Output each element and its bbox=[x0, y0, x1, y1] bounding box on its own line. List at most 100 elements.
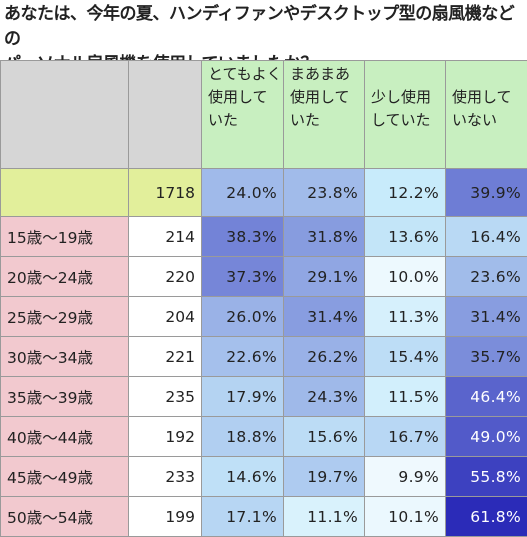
value-label: 15.6% bbox=[307, 428, 358, 446]
row-label: 20歳～24歳 bbox=[1, 257, 129, 297]
sample-size: 204 bbox=[129, 297, 202, 337]
value-cell: 12.2% bbox=[365, 169, 446, 217]
header-row: とてもよく使用していたまあまあ使用していた少し使用していた使用していない bbox=[1, 61, 527, 169]
value-cell: 10.1% bbox=[365, 497, 446, 537]
value-cell: 23.6% bbox=[446, 257, 527, 297]
value-label: 17.1% bbox=[226, 508, 277, 526]
value-label: 14.6% bbox=[226, 468, 277, 486]
sample-size: 214 bbox=[129, 217, 202, 257]
row-label: 25歳～29歳 bbox=[1, 297, 129, 337]
value-label: 15.4% bbox=[388, 348, 439, 366]
column-header-line bbox=[452, 63, 527, 86]
value-cell: 26.2% bbox=[284, 337, 365, 377]
value-label: 23.8% bbox=[307, 184, 358, 202]
value-cell: 26.0% bbox=[202, 297, 284, 337]
value-cell: 24.0% bbox=[202, 169, 284, 217]
value-cell: 23.8% bbox=[284, 169, 365, 217]
column-header-line: していた bbox=[371, 109, 445, 132]
value-label: 29.1% bbox=[307, 268, 358, 286]
row-label: 50歳～54歳 bbox=[1, 497, 129, 537]
value-label: 11.5% bbox=[388, 388, 439, 406]
value-label: 31.4% bbox=[470, 308, 521, 326]
value-cell: 38.3% bbox=[202, 217, 284, 257]
column-header-line: 使用して bbox=[290, 86, 364, 109]
value-cell: 16.7% bbox=[365, 417, 446, 457]
sample-size: 221 bbox=[129, 337, 202, 377]
column-header-1: まあまあ使用していた bbox=[284, 61, 365, 169]
header-blank-label bbox=[1, 61, 129, 169]
value-label: 18.8% bbox=[226, 428, 277, 446]
value-label: 16.7% bbox=[388, 428, 439, 446]
sample-size: 199 bbox=[129, 497, 202, 537]
value-label: 31.8% bbox=[307, 228, 358, 246]
value-label: 24.3% bbox=[307, 388, 358, 406]
value-cell: 49.0% bbox=[446, 417, 527, 457]
value-label: 46.4% bbox=[470, 388, 521, 406]
sample-size: 1718 bbox=[129, 169, 202, 217]
value-label: 31.4% bbox=[307, 308, 358, 326]
value-cell: 15.4% bbox=[365, 337, 446, 377]
title-line-1: あなたは、今年の夏、ハンディファンやデスクトップ型の扇風機などの bbox=[4, 2, 524, 52]
column-header-line bbox=[371, 63, 445, 86]
header-blank-n bbox=[129, 61, 202, 169]
value-cell: 18.8% bbox=[202, 417, 284, 457]
value-cell: 16.4% bbox=[446, 217, 527, 257]
column-header-line: いた bbox=[290, 109, 364, 132]
value-cell: 10.0% bbox=[365, 257, 446, 297]
sample-size: 220 bbox=[129, 257, 202, 297]
value-label: 10.0% bbox=[388, 268, 439, 286]
value-label: 11.1% bbox=[307, 508, 358, 526]
column-header-line: いない bbox=[452, 109, 527, 132]
column-header-line: 少し使用 bbox=[371, 86, 445, 109]
value-label: 39.9% bbox=[470, 184, 521, 202]
row-label: 30歳～34歳 bbox=[1, 337, 129, 377]
value-cell: 22.6% bbox=[202, 337, 284, 377]
row-label: 35歳～39歳 bbox=[1, 377, 129, 417]
column-header-line: いた bbox=[208, 109, 283, 132]
value-cell: 31.4% bbox=[446, 297, 527, 337]
row-label: 15歳～19歳 bbox=[1, 217, 129, 257]
row-label: 40歳～44歳 bbox=[1, 417, 129, 457]
value-label: 61.8% bbox=[470, 508, 521, 526]
value-cell: 37.3% bbox=[202, 257, 284, 297]
value-cell: 17.1% bbox=[202, 497, 284, 537]
row-label: 45歳～49歳 bbox=[1, 457, 129, 497]
value-cell: 35.7% bbox=[446, 337, 527, 377]
value-cell: 13.6% bbox=[365, 217, 446, 257]
value-label: 23.6% bbox=[470, 268, 521, 286]
value-cell: 15.6% bbox=[284, 417, 365, 457]
value-label: 10.1% bbox=[388, 508, 439, 526]
value-label: 38.3% bbox=[226, 228, 277, 246]
sample-size: 192 bbox=[129, 417, 202, 457]
value-label: 9.9% bbox=[398, 468, 439, 486]
value-label: 13.6% bbox=[388, 228, 439, 246]
column-header-2: 少し使用していた bbox=[365, 61, 446, 169]
value-label: 37.3% bbox=[226, 268, 277, 286]
value-cell: 61.8% bbox=[446, 497, 527, 537]
column-header-3: 使用していない bbox=[446, 61, 527, 169]
value-label: 17.9% bbox=[226, 388, 277, 406]
value-cell: 11.1% bbox=[284, 497, 365, 537]
value-label: 26.2% bbox=[307, 348, 358, 366]
column-header-line: 使用して bbox=[452, 86, 527, 109]
value-label: 49.0% bbox=[470, 428, 521, 446]
value-cell: 9.9% bbox=[365, 457, 446, 497]
column-header-0: とてもよく使用していた bbox=[202, 61, 284, 169]
value-label: 55.8% bbox=[470, 468, 521, 486]
column-header-line: まあまあ bbox=[290, 63, 364, 86]
value-cell: 31.4% bbox=[284, 297, 365, 337]
row-label bbox=[1, 169, 129, 217]
value-label: 12.2% bbox=[388, 184, 439, 202]
value-label: 11.3% bbox=[388, 308, 439, 326]
value-label: 26.0% bbox=[226, 308, 277, 326]
value-cell: 17.9% bbox=[202, 377, 284, 417]
